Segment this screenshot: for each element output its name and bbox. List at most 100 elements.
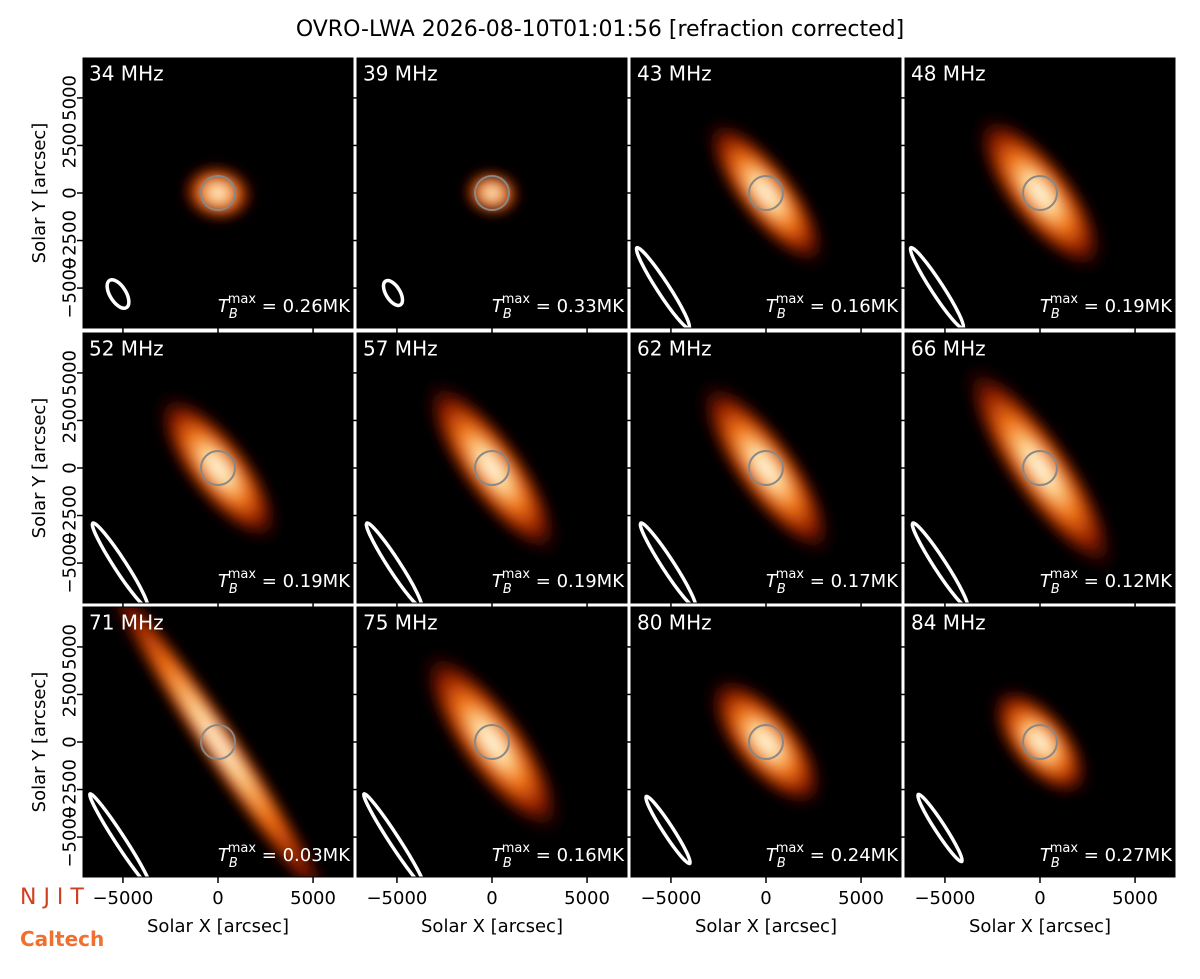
tb-value: = 0.19MK xyxy=(1078,296,1173,317)
tb-max-label: TBmax = 0.12MK xyxy=(1040,567,1173,597)
solar-disk xyxy=(200,724,236,760)
tb-value: = 0.17MK xyxy=(804,571,899,592)
frequency-label: 34 MHz xyxy=(89,62,164,86)
tb-value: = 0.12MK xyxy=(1078,571,1173,592)
emission xyxy=(704,672,828,812)
tb-symbol: T xyxy=(1040,845,1053,866)
tb-symbol: T xyxy=(492,296,505,317)
tb-value: = 0.19MK xyxy=(530,571,625,592)
solar-disk xyxy=(1022,724,1058,760)
y-tick-label: 5000 xyxy=(59,624,80,670)
tb-sub: B xyxy=(1051,856,1060,871)
solar-disk xyxy=(1022,175,1058,211)
beam xyxy=(362,792,426,877)
emission xyxy=(180,162,256,224)
frequency-label: 75 MHz xyxy=(363,611,438,635)
tb-sub: B xyxy=(777,307,786,322)
tb-sub: B xyxy=(503,307,512,322)
y-tick-label: −2500 xyxy=(59,210,80,271)
x-tick-label: 0 xyxy=(486,888,497,909)
panel-image xyxy=(631,607,901,877)
panel-image xyxy=(631,333,901,603)
solar-disk xyxy=(200,450,236,486)
y-tick-label: −5000 xyxy=(59,258,80,319)
tb-value: = 0.16MK xyxy=(530,845,625,866)
panel-image xyxy=(357,58,627,328)
tb-max-label: TBmax = 0.24MK xyxy=(766,841,899,871)
panel: 66 MHz TBmax = 0.12MK xyxy=(899,332,1176,609)
solar-disk xyxy=(474,724,510,760)
solar-disk xyxy=(748,175,784,211)
tb-max-label: TBmax = 0.16MK xyxy=(766,292,899,322)
frequency-label: 84 MHz xyxy=(911,611,986,635)
tb-sub: B xyxy=(503,582,512,597)
x-tick-label: 0 xyxy=(1034,888,1045,909)
tb-sup: max xyxy=(776,567,805,582)
frequency-label: 57 MHz xyxy=(363,337,438,361)
panel: 39 MHz TBmax = 0.33MK xyxy=(351,57,628,334)
frequency-label: 43 MHz xyxy=(637,62,712,86)
beam xyxy=(916,792,964,864)
tb-max-label: TBmax = 0.19MK xyxy=(1040,292,1173,322)
y-tick-label: 2500 xyxy=(59,672,80,718)
tb-max-label: TBmax = 0.17MK xyxy=(766,567,899,597)
emission xyxy=(462,168,522,218)
tb-symbol: T xyxy=(766,571,779,592)
logo-caltech: Caltech xyxy=(20,927,104,951)
y-tick-label: −2500 xyxy=(59,485,80,546)
tb-sub: B xyxy=(777,582,786,597)
tb-max-label: TBmax = 0.16MK xyxy=(492,841,625,871)
beam xyxy=(88,792,152,877)
tb-max-label: TBmax = 0.26MK xyxy=(218,292,351,322)
tb-max-label: TBmax = 0.33MK xyxy=(492,292,625,322)
panel: 57 MHz TBmax = 0.19MK xyxy=(351,332,628,609)
tb-max-label: TBmax = 0.19MK xyxy=(492,567,625,597)
x-tick-label: 5000 xyxy=(1112,888,1158,909)
tb-symbol: T xyxy=(218,571,231,592)
beam xyxy=(638,521,698,603)
y-tick-label: −2500 xyxy=(59,759,80,820)
x-tick-label: 5000 xyxy=(290,888,336,909)
tb-sub: B xyxy=(229,582,238,597)
x-tick-label: 0 xyxy=(212,888,223,909)
panel-image xyxy=(631,58,901,328)
solar-disk xyxy=(200,175,236,211)
tb-sub: B xyxy=(1051,582,1060,597)
y-tick-label: 5000 xyxy=(59,350,80,396)
beam xyxy=(90,521,150,603)
x-tick-label: 0 xyxy=(760,888,771,909)
tb-symbol: T xyxy=(1040,296,1053,317)
solar-disk xyxy=(748,724,784,760)
x-tick-label: −5000 xyxy=(92,888,153,909)
tb-sup: max xyxy=(502,292,531,307)
tb-value: = 0.27MK xyxy=(1078,845,1173,866)
frequency-label: 48 MHz xyxy=(911,62,986,86)
x-axis-label: Solar X [arcsec] xyxy=(695,916,837,937)
tb-symbol: T xyxy=(492,845,505,866)
emission xyxy=(421,376,563,560)
beam xyxy=(364,521,424,603)
frequency-label: 62 MHz xyxy=(637,337,712,361)
emission xyxy=(695,376,837,560)
tb-sup: max xyxy=(228,841,257,856)
x-tick-label: −5000 xyxy=(914,888,975,909)
y-axis-label: Solar Y [arcsec] xyxy=(29,123,50,264)
panel-image xyxy=(357,333,627,603)
solar-disk xyxy=(748,450,784,486)
emission xyxy=(702,115,830,271)
y-tick-label: 0 xyxy=(59,187,80,198)
panel: 62 MHz TBmax = 0.17MK xyxy=(625,332,902,609)
tb-symbol: T xyxy=(218,845,231,866)
y-tick-label: 2500 xyxy=(59,398,80,444)
tb-sup: max xyxy=(776,292,805,307)
y-tick-label: 0 xyxy=(59,462,80,473)
tb-value: = 0.03MK xyxy=(256,845,351,866)
tb-value: = 0.24MK xyxy=(804,845,899,866)
x-tick-label: 5000 xyxy=(838,888,884,909)
tb-sup: max xyxy=(502,841,531,856)
y-tick-label: 5000 xyxy=(59,75,80,121)
tb-sub: B xyxy=(503,856,512,871)
